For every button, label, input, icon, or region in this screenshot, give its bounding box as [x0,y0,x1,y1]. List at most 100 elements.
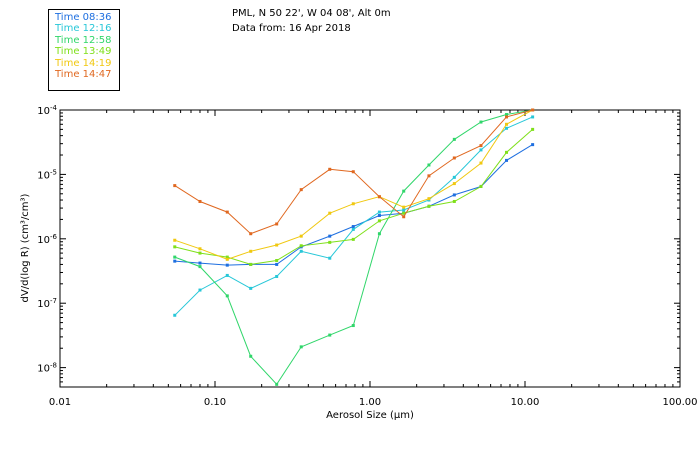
data-point [225,210,229,214]
data-point [505,150,509,154]
data-point [402,189,406,193]
data-point [479,144,483,148]
data-point [351,225,355,229]
data-point [452,175,456,179]
data-point [479,120,483,124]
series-layer [173,108,535,386]
series-3 [173,127,535,266]
data-point [225,294,229,298]
data-point [198,261,202,265]
series-2 [173,108,535,386]
data-point [225,255,229,259]
data-point [249,262,253,266]
data-point [328,256,332,260]
legend-entry: Time 14:19 [55,57,112,69]
data-point [505,122,509,126]
y-tick-label: 10-6 [37,233,57,246]
data-point [225,257,229,261]
data-point [351,202,355,206]
series-line [174,109,533,260]
data-point [198,265,202,269]
series-5 [173,108,535,236]
x-tick-label: 10.00 [511,397,540,408]
data-point [225,263,229,267]
data-point [275,382,279,386]
data-point [198,199,202,203]
data-point [328,240,332,244]
data-point [402,215,406,219]
legend-entry: Time 12:16 [55,23,112,35]
data-point [505,158,509,162]
data-point [452,137,456,141]
data-point [452,199,456,203]
chart-title-location: PML, N 50 22', W 04 08', Alt 0m [232,8,391,19]
data-point [351,324,355,328]
y-tick-label: 10-4 [37,104,57,117]
data-point [531,108,535,112]
data-point [479,148,483,152]
x-tick-label: 100.00 [663,397,698,408]
y-tick-label: 10-7 [37,297,57,310]
x-tick-label: 1.00 [359,397,381,408]
data-point [377,232,381,236]
data-point [173,245,177,249]
data-point [299,188,303,192]
data-point [479,184,483,188]
data-point [452,193,456,197]
data-point [225,273,229,277]
data-point [173,259,177,263]
y-tick-label: 10-8 [37,362,57,375]
x-tick-label: 0.10 [204,397,226,408]
legend-entry: Time 13:49 [55,46,112,58]
data-point [249,354,253,358]
x-tick-label: 0.01 [49,397,71,408]
data-point [377,195,381,199]
data-point [479,161,483,165]
data-point [505,113,509,117]
data-point [452,156,456,160]
data-point [275,274,279,278]
data-point [249,232,253,236]
data-point [198,251,202,255]
data-point [299,345,303,349]
legend-entry: Time 08:36 [55,12,112,23]
data-point [402,208,406,212]
data-point [249,286,253,290]
axis-ticks [59,110,680,388]
data-point [531,115,535,119]
data-point [328,211,332,215]
y-tick-label: 10-5 [37,168,57,181]
data-point [377,219,381,223]
data-point [173,313,177,317]
data-point [328,167,332,171]
data-point [351,237,355,241]
legend: Time 08:36 Time 12:16 Time 12:58 Time 13:49… [48,9,120,91]
data-point [531,127,535,131]
data-point [351,170,355,174]
data-point [173,238,177,242]
data-point [452,182,456,186]
data-point [505,126,509,130]
data-point [299,244,303,248]
data-point [402,205,406,209]
data-point [328,234,332,238]
legend-entry: Time 14:47 [55,69,112,80]
x-axis-label: Aerosol Size (μm) [326,410,414,421]
data-point [505,115,509,119]
data-point [427,163,431,167]
data-point [427,197,431,201]
data-point [275,259,279,263]
data-point [299,249,303,253]
data-point [275,262,279,266]
data-point [377,214,381,218]
data-point [351,227,355,231]
data-point [531,143,535,147]
data-point [427,174,431,178]
data-point [173,184,177,188]
data-point [173,255,177,259]
data-point [198,288,202,292]
series-line [174,129,533,265]
y-axis-label: dV/d(log R) (cm³/cm³) [20,193,31,302]
data-point [328,333,332,337]
